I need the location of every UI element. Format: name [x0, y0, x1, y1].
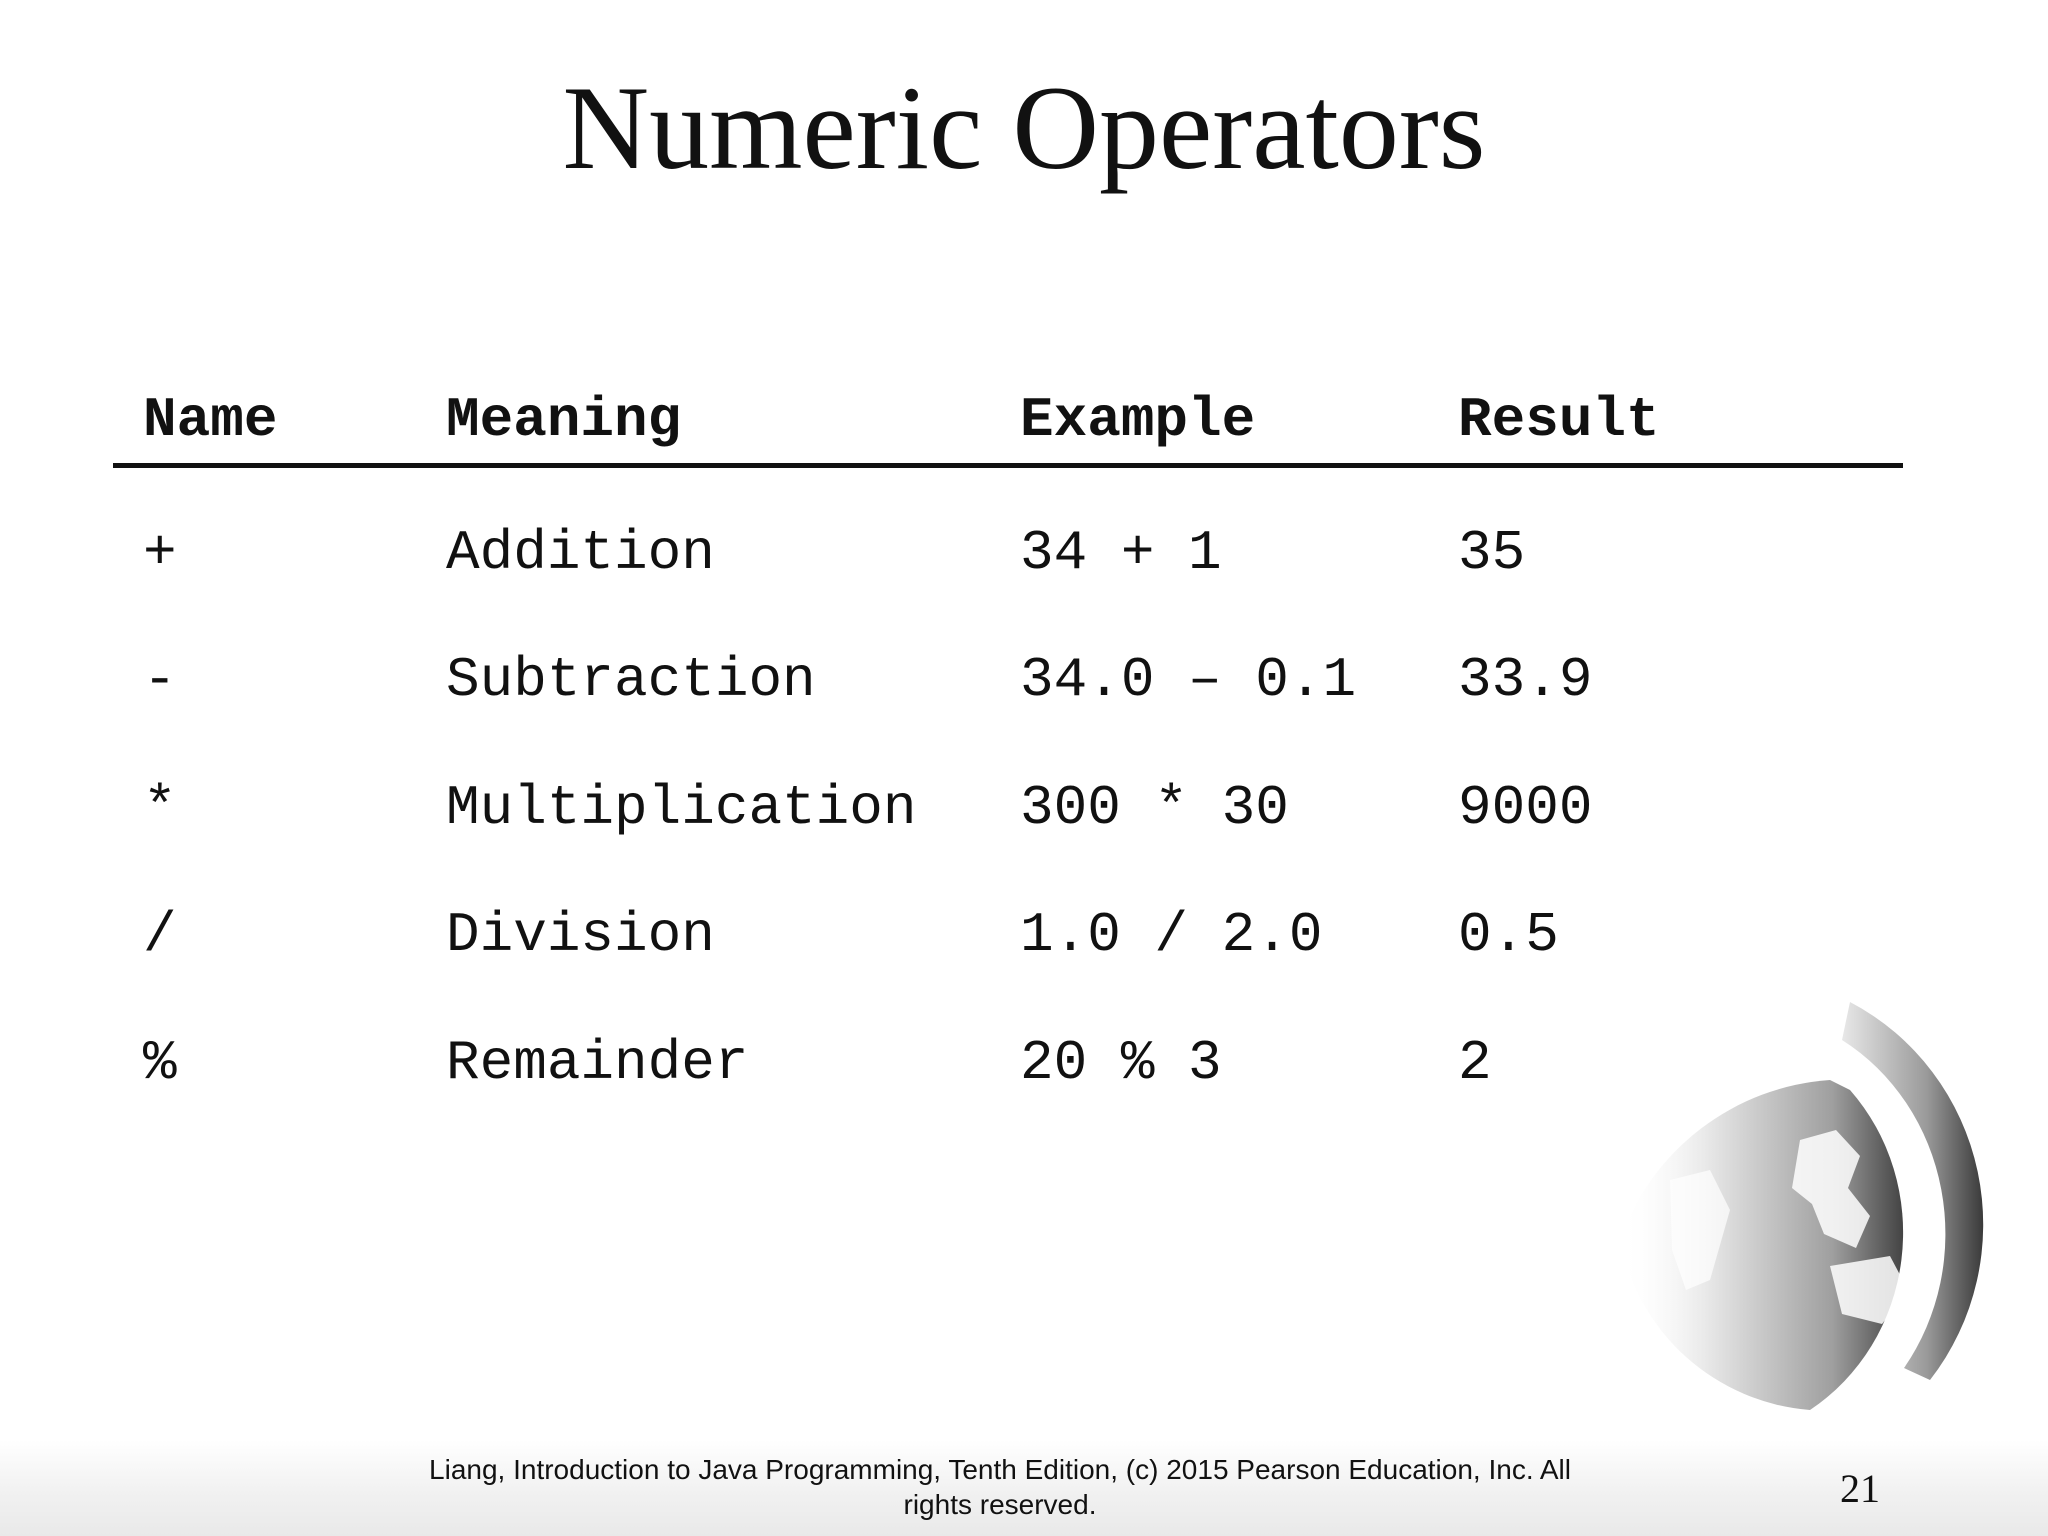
operator-cell: /: [143, 903, 177, 967]
example-cell: 34.0 – 0.1: [1020, 648, 1357, 712]
meaning-cell: Subtraction: [446, 648, 816, 712]
example-cell: 1.0 / 2.0: [1020, 903, 1323, 967]
result-cell: 2: [1458, 1031, 1492, 1095]
operator-cell: %: [143, 1031, 177, 1095]
operator-cell: -: [143, 648, 177, 712]
table-row: * Multiplication 300 * 30 9000: [0, 768, 2048, 848]
footer-line-1: Liang, Introduction to Java Programming,…: [429, 1454, 1571, 1485]
header-example: Example: [1020, 388, 1256, 452]
table-row: - Subtraction 34.0 – 0.1 33.9: [0, 640, 2048, 720]
header-name: Name: [143, 388, 278, 452]
result-cell: 33.9: [1458, 648, 1593, 712]
header-result: Result: [1458, 388, 1660, 452]
meaning-cell: Remainder: [446, 1031, 749, 1095]
result-cell: 9000: [1458, 776, 1593, 840]
table-row: % Remainder 20 % 3 2: [0, 1023, 2048, 1103]
header-divider: [113, 463, 1903, 468]
example-cell: 300 * 30: [1020, 776, 1289, 840]
footer-band: [0, 1440, 2048, 1536]
meaning-cell: Multiplication: [446, 776, 917, 840]
example-cell: 20 % 3: [1020, 1031, 1222, 1095]
footer-line-2: rights reserved.: [903, 1489, 1097, 1520]
example-cell: 34 + 1: [1020, 521, 1222, 585]
result-cell: 35: [1458, 521, 1526, 585]
page-number: 21: [1840, 1466, 1880, 1511]
table-row: / Division 1.0 / 2.0 0.5: [0, 895, 2048, 975]
meaning-cell: Division: [446, 903, 715, 967]
result-cell: 0.5: [1458, 903, 1559, 967]
footer-copyright: Liang, Introduction to Java Programming,…: [400, 1452, 1600, 1522]
operator-cell: *: [143, 776, 177, 840]
operator-cell: +: [143, 521, 177, 585]
globe-icon: [1620, 1002, 2026, 1480]
header-meaning: Meaning: [446, 388, 682, 452]
table-header: Name Meaning Example Result: [0, 380, 2048, 460]
meaning-cell: Addition: [446, 521, 715, 585]
slide-title: Numeric Operators: [562, 61, 1486, 194]
table-row: + Addition 34 + 1 35: [0, 513, 2048, 593]
